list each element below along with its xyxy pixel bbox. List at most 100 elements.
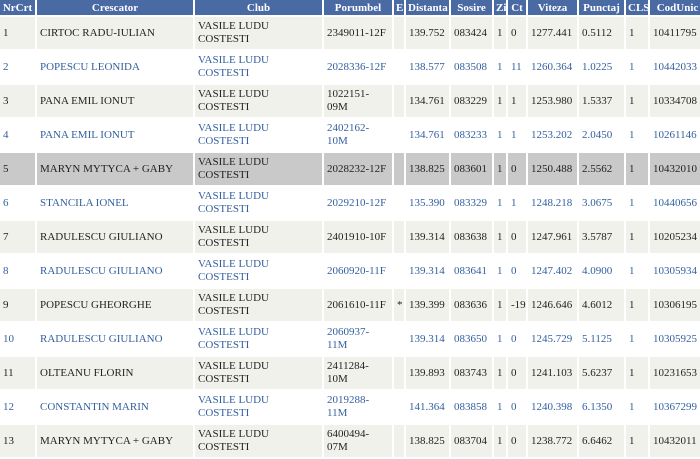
cell-cod: 10305934 <box>650 255 700 287</box>
cell-ct: 0 <box>508 17 526 49</box>
cell-club: VASILE LUDU COSTESTI <box>195 153 322 185</box>
cell-crescator: POPESCU LEONIDA <box>37 51 193 83</box>
cell-distanta: 139.399 <box>406 289 449 321</box>
cell-zi: 1 <box>494 51 506 83</box>
table-row: 9 POPESCU GHEORGHE VASILE LUDU COSTESTI 206… <box>0 289 700 321</box>
column-header: Club <box>195 0 322 15</box>
cell-nr: 13 <box>0 425 35 457</box>
cell-cod: 10305925 <box>650 323 700 355</box>
column-header: Crescator <box>37 0 193 15</box>
cell-sosire: 083650 <box>451 323 492 355</box>
cell-cod: 10334708 <box>650 85 700 117</box>
cell-cod: 10231653 <box>650 357 700 389</box>
cell-sosire: 083743 <box>451 357 492 389</box>
cell-club: VASILE LUDU COSTESTI <box>195 17 322 49</box>
cell-e <box>394 391 404 423</box>
column-header: Punctaj <box>579 0 624 15</box>
cell-cls: 1 <box>626 85 648 117</box>
cell-punctaj: 2.0450 <box>579 119 624 151</box>
cell-club: VASILE LUDU COSTESTI <box>195 119 322 151</box>
cell-porumbel: 2349011-12F <box>324 17 392 49</box>
cell-viteza: 1246.646 <box>528 289 577 321</box>
cell-zi: 1 <box>494 425 506 457</box>
cell-viteza: 1247.961 <box>528 221 577 253</box>
cell-ct: 0 <box>508 255 526 287</box>
cell-sosire: 083329 <box>451 187 492 219</box>
column-header: NrCrt <box>0 0 35 15</box>
cell-porumbel: 1022151-09M <box>324 85 392 117</box>
column-header: Viteza <box>528 0 577 15</box>
cell-e <box>394 425 404 457</box>
cell-nr: 4 <box>0 119 35 151</box>
cell-zi: 1 <box>494 255 506 287</box>
cell-crescator: MARYN MYTYCA + GABY <box>37 153 193 185</box>
cell-cls: 1 <box>626 17 648 49</box>
cell-zi: 1 <box>494 153 506 185</box>
cell-zi: 1 <box>494 357 506 389</box>
cell-nr: 6 <box>0 187 35 219</box>
cell-club: VASILE LUDU COSTESTI <box>195 289 322 321</box>
cell-ct: 1 <box>508 85 526 117</box>
cell-porumbel: 2028232-12F <box>324 153 392 185</box>
cell-viteza: 1241.103 <box>528 357 577 389</box>
cell-porumbel: 2411284-10M <box>324 357 392 389</box>
cell-porumbel: 2028336-12F <box>324 51 392 83</box>
cell-punctaj: 1.0225 <box>579 51 624 83</box>
cell-porumbel: 2061610-11F <box>324 289 392 321</box>
column-header: CodUnic <box>650 0 700 15</box>
cell-zi: 1 <box>494 323 506 355</box>
cell-cls: 1 <box>626 391 648 423</box>
cell-punctaj: 6.1350 <box>579 391 624 423</box>
cell-cls: 1 <box>626 323 648 355</box>
cell-crescator: RADULESCU GIULIANO <box>37 221 193 253</box>
cell-distanta: 141.364 <box>406 391 449 423</box>
cell-viteza: 1248.218 <box>528 187 577 219</box>
cell-cod: 10205234 <box>650 221 700 253</box>
column-header: E <box>394 0 404 15</box>
cell-e <box>394 85 404 117</box>
cell-crescator: CIRTOC RADU-IULIAN <box>37 17 193 49</box>
cell-nr: 7 <box>0 221 35 253</box>
cell-porumbel: 6400494-07M <box>324 425 392 457</box>
cell-sosire: 083601 <box>451 153 492 185</box>
cell-distanta: 139.314 <box>406 255 449 287</box>
cell-nr: 11 <box>0 357 35 389</box>
cell-sosire: 083424 <box>451 17 492 49</box>
column-header: Ct <box>508 0 526 15</box>
cell-zi: 1 <box>494 119 506 151</box>
cell-viteza: 1238.772 <box>528 425 577 457</box>
header-row: NrCrt Crescator Club Porumbel E Distanta Sosir… <box>0 0 700 15</box>
cell-cls: 1 <box>626 255 648 287</box>
table-row: 7 RADULESCU GIULIANO VASILE LUDU COSTESTI 2… <box>0 221 700 253</box>
cell-nr: 10 <box>0 323 35 355</box>
cell-ct: 0 <box>508 391 526 423</box>
table-row: 8 RADULESCU GIULIANO VASILE LUDU COSTESTI 2… <box>0 255 700 287</box>
cell-cod: 10442033 <box>650 51 700 83</box>
cell-e: * <box>394 289 404 321</box>
cell-punctaj: 6.6462 <box>579 425 624 457</box>
cell-e <box>394 119 404 151</box>
cell-zi: 1 <box>494 17 506 49</box>
cell-ct: 1 <box>508 119 526 151</box>
cell-sosire: 083636 <box>451 289 492 321</box>
column-header: Zi <box>494 0 506 15</box>
cell-viteza: 1247.402 <box>528 255 577 287</box>
cell-club: VASILE LUDU COSTESTI <box>195 85 322 117</box>
cell-e <box>394 323 404 355</box>
cell-crescator: OLTEANU FLORIN <box>37 357 193 389</box>
table-row: 3 PANA EMIL IONUT VASILE LUDU COSTESTI 1022… <box>0 85 700 117</box>
cell-club: VASILE LUDU COSTESTI <box>195 221 322 253</box>
table-row: 10 RADULESCU GIULIANO VASILE LUDU COSTESTI… <box>0 323 700 355</box>
cell-distanta: 138.577 <box>406 51 449 83</box>
cell-ct: 0 <box>508 153 526 185</box>
cell-cls: 1 <box>626 119 648 151</box>
cell-viteza: 1250.488 <box>528 153 577 185</box>
table-row: 6 STANCILA IONEL VASILE LUDU COSTESTI 20292… <box>0 187 700 219</box>
cell-cod: 10261146 <box>650 119 700 151</box>
cell-crescator: MARYN MYTYCA + GABY <box>37 425 193 457</box>
cell-viteza: 1253.202 <box>528 119 577 151</box>
cell-ct: 11 <box>508 51 526 83</box>
cell-punctaj: 0.5112 <box>579 17 624 49</box>
